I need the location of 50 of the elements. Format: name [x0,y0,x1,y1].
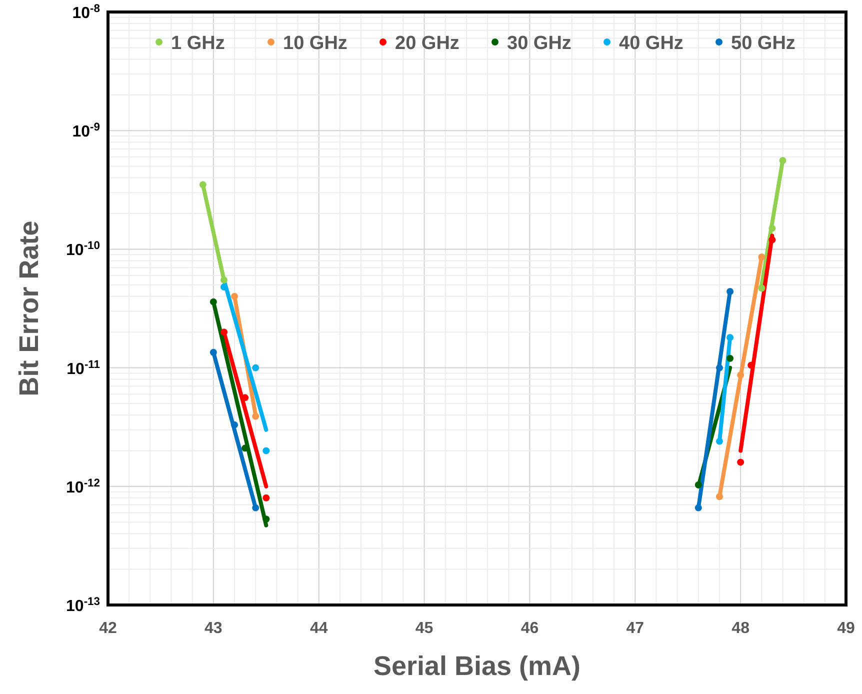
legend-label: 1 GHz [171,33,225,54]
point [758,253,766,260]
point [231,292,238,300]
y-tick-label: 10$^{-12}$ [66,477,100,496]
x-tick-label: 45 [415,620,434,637]
point [220,328,228,336]
legend-label: 30 GHz [507,33,572,54]
x-tick-label: 47 [626,620,644,637]
point [716,364,723,372]
point [220,276,228,284]
point [262,447,270,454]
legend-label: 10 GHz [283,33,348,54]
y-tick-label: 10$^{-13}$ [66,596,100,615]
point [199,181,206,188]
point [737,371,744,378]
x-axis-title: Serial Bias (mA) [373,651,581,681]
legend-label: 20 GHz [395,33,460,54]
point [716,493,723,500]
point [768,224,776,232]
point [262,516,270,523]
y-tick-label: 10$^{-9}$ [72,122,100,141]
point [252,412,260,420]
y-tick-label: 10$^{-11}$ [66,358,100,378]
x-tick-label: 48 [732,620,750,637]
legend-label: 50 GHz [731,33,796,54]
y-tick-label: 10$^{-10}$ [66,240,100,260]
point [758,284,766,292]
x-tick-label: 42 [99,620,117,637]
point [252,364,260,372]
point [768,236,776,244]
point [262,494,270,502]
legend-label: 40 GHz [619,33,684,54]
point [716,438,723,445]
point [694,504,702,512]
point [726,354,734,362]
point [737,458,744,466]
point [779,156,786,164]
point [726,334,734,342]
point [694,481,702,488]
x-tick-label: 49 [837,620,855,637]
point [252,504,260,512]
x-tick-label: 43 [204,620,222,637]
x-tick-label: 44 [310,620,328,637]
point [210,348,217,356]
point [210,298,217,306]
point [231,421,238,428]
y-tick-label: 10$^{-8}$ [72,3,100,22]
y-axis-title: Bit Error Rate [14,220,44,396]
x-tick-label: 46 [520,620,539,637]
point [726,288,734,295]
